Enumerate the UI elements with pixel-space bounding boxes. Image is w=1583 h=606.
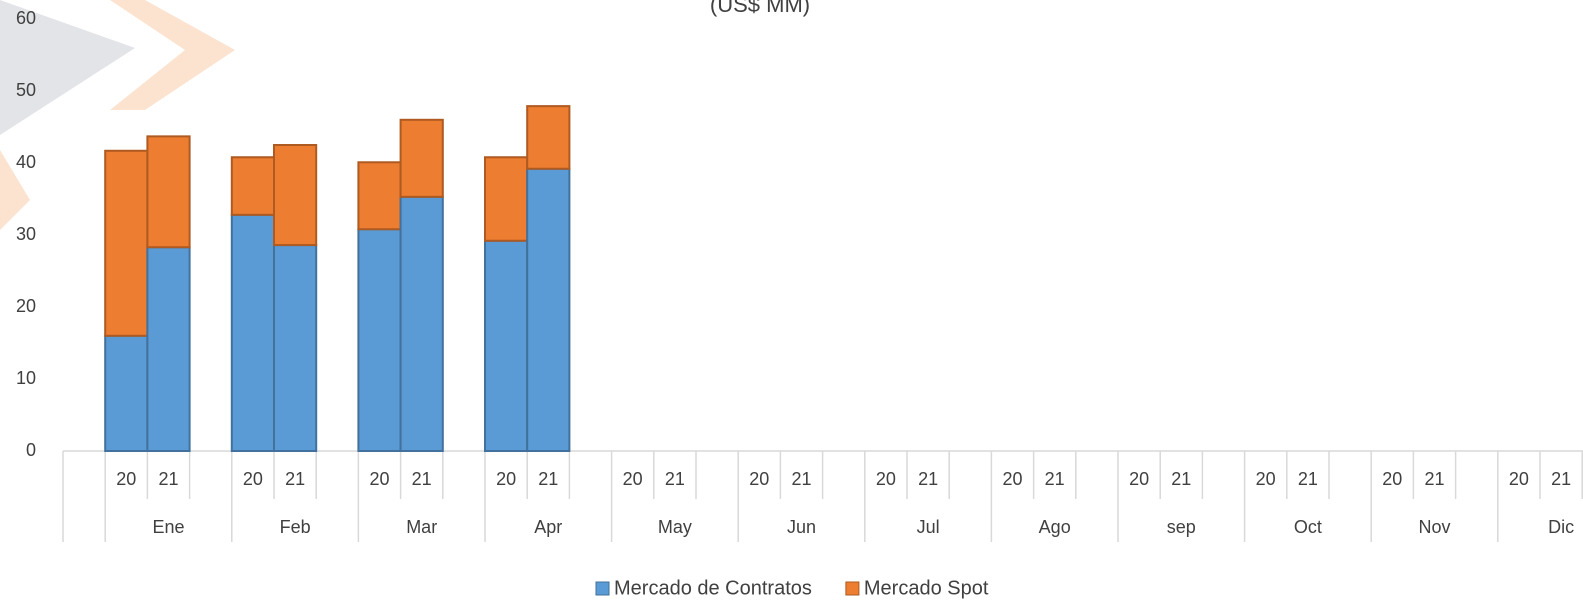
y-tick-label: 40 xyxy=(16,152,36,172)
legend-label: Mercado Spot xyxy=(864,577,989,599)
x-tick-label: 20 xyxy=(1002,469,1022,489)
y-tick-label: 50 xyxy=(16,80,36,100)
bar-segment xyxy=(357,228,402,452)
x-tick-label: 20 xyxy=(876,469,896,489)
x-tick-label: 20 xyxy=(496,469,516,489)
y-tick-label: 60 xyxy=(16,8,36,28)
bar-segment xyxy=(146,246,191,452)
x-tick-label: 21 xyxy=(158,469,178,489)
y-tick-label: 0 xyxy=(26,440,36,460)
group-label: sep xyxy=(1167,517,1196,537)
x-tick-label: 21 xyxy=(1551,469,1571,489)
bar-segment xyxy=(230,156,276,216)
logo-shape xyxy=(110,0,235,110)
x-tick-label: 20 xyxy=(1256,469,1276,489)
x-tick-label: 20 xyxy=(1129,469,1149,489)
group-label: Oct xyxy=(1294,517,1322,537)
x-tick-label: 21 xyxy=(1045,469,1065,489)
legend-swatch xyxy=(595,581,610,596)
group-label: Jul xyxy=(917,517,940,537)
group-label: May xyxy=(658,517,692,537)
y-tick-label: 30 xyxy=(16,224,36,244)
bar-segment xyxy=(273,244,318,452)
x-tick-label: 21 xyxy=(665,469,685,489)
logo-shape xyxy=(0,0,135,135)
x-tick-label: 21 xyxy=(285,469,305,489)
x-tick-label: 21 xyxy=(412,469,432,489)
group-label: Dic xyxy=(1548,517,1574,537)
logo-shape xyxy=(0,150,30,230)
x-tick-label: 20 xyxy=(749,469,769,489)
bar-segment xyxy=(146,135,191,249)
group-label: Apr xyxy=(534,517,562,537)
group-label: Ago xyxy=(1039,517,1071,537)
group-label: Nov xyxy=(1418,517,1450,537)
x-tick-label: 20 xyxy=(243,469,263,489)
chart-title: (US$ MM) xyxy=(710,0,810,17)
group-label: Jun xyxy=(787,517,816,537)
x-tick-label: 21 xyxy=(1298,469,1318,489)
bar-segment xyxy=(526,167,571,452)
bar-segment xyxy=(104,149,149,337)
bar-segment xyxy=(273,144,318,247)
bar-segment xyxy=(526,105,571,170)
x-tick-label: 20 xyxy=(623,469,643,489)
bar-segment xyxy=(104,334,149,452)
y-tick-label: 10 xyxy=(16,368,36,388)
group-label: Feb xyxy=(280,517,311,537)
x-tick-label: 21 xyxy=(1424,469,1444,489)
bar-segment xyxy=(399,118,444,198)
bar-segment xyxy=(230,213,276,452)
legend-swatch xyxy=(845,581,860,596)
x-tick-label: 21 xyxy=(918,469,938,489)
legend-label: Mercado de Contratos xyxy=(614,577,812,599)
x-tick-label: 20 xyxy=(1382,469,1402,489)
y-tick-label: 20 xyxy=(16,296,36,316)
bar-segment xyxy=(357,161,402,231)
group-label: Ene xyxy=(152,517,184,537)
bar-segment xyxy=(484,239,529,452)
x-tick-label: 21 xyxy=(538,469,558,489)
x-tick-label: 21 xyxy=(791,469,811,489)
x-tick-label: 20 xyxy=(116,469,136,489)
bar-segment xyxy=(484,156,529,242)
x-tick-label: 21 xyxy=(1171,469,1191,489)
bar-segment xyxy=(399,195,444,452)
x-tick-label: 20 xyxy=(1509,469,1529,489)
x-tick-label: 20 xyxy=(369,469,389,489)
group-label: Mar xyxy=(406,517,437,537)
